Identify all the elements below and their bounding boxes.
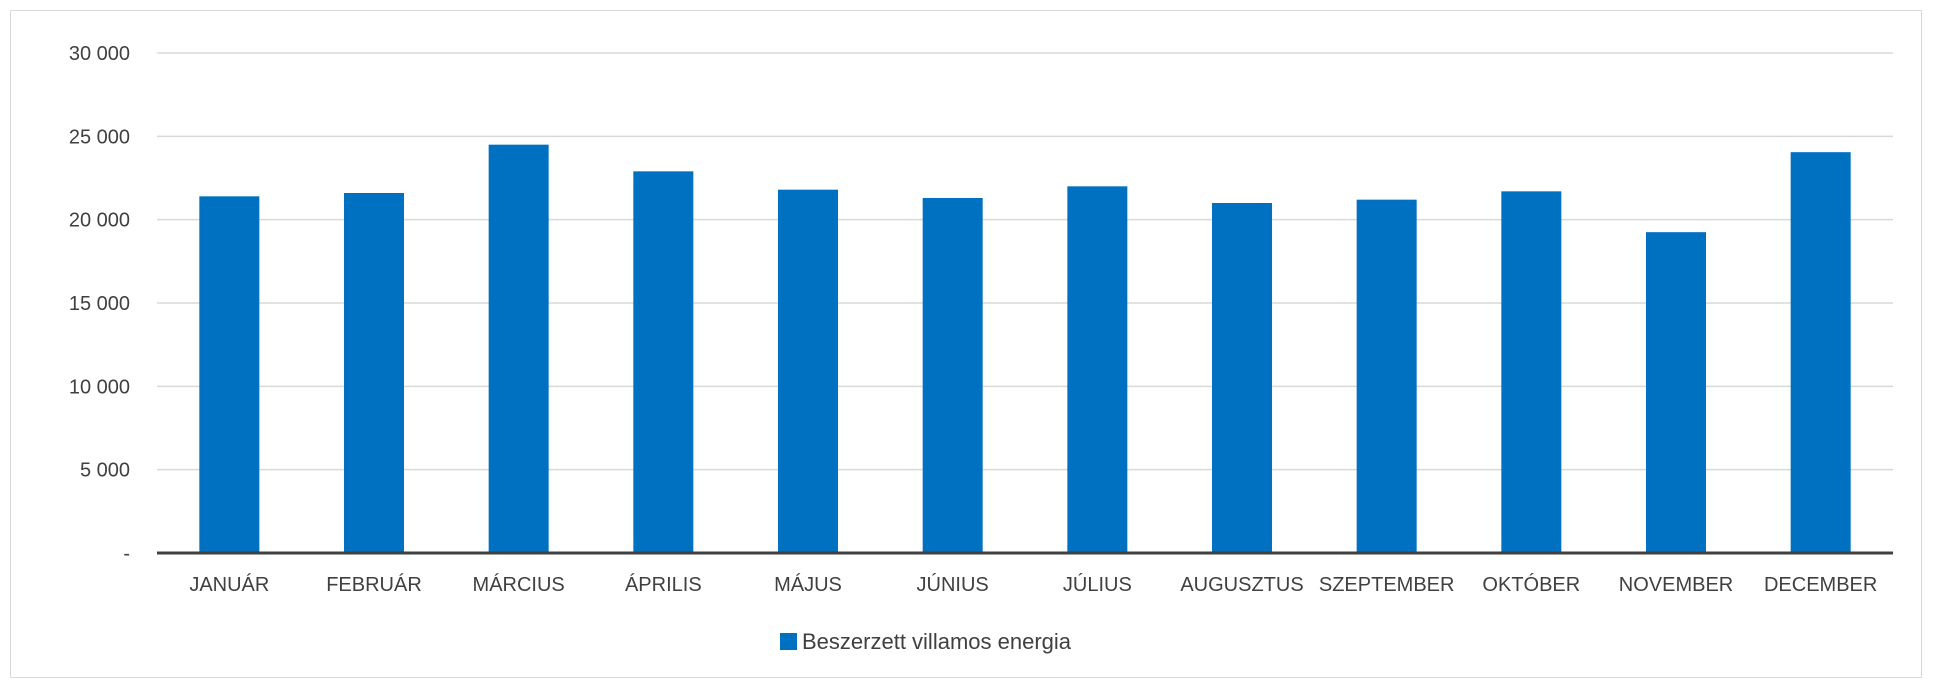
bar [1501, 191, 1562, 554]
y-tick-label: 20 000 [69, 210, 130, 232]
bar [1790, 152, 1851, 553]
y-tick-label: 25 000 [69, 126, 130, 148]
y-axis-ticks: - 5 000 10 000 15 000 20 000 25 000 30 000 [69, 43, 130, 565]
x-axis-ticks: JANUÁR FEBRUÁR MÁRCIUS ÁPRILIS MÁJUS JÚNIUS JÚ… [189, 573, 1877, 596]
bar [344, 193, 404, 553]
legend-label: Beszerzett villamos energia [802, 629, 1072, 654]
x-tick-label: MÁRCIUS [473, 573, 565, 596]
x-tick-label: AUGUSZTUS [1180, 574, 1303, 596]
x-tick-label: DECEMBER [1764, 574, 1877, 596]
y-tick-label: 30 000 [69, 43, 130, 65]
bars [199, 144, 1851, 554]
x-tick-label: ÁPRILIS [625, 573, 702, 596]
x-tick-label: NOVEMBER [1619, 574, 1733, 596]
y-tick-label: 5 000 [80, 460, 130, 482]
y-tick-label: 10 000 [69, 376, 130, 398]
x-tick-label: MÁJUS [774, 573, 842, 596]
x-tick-label: JANUÁR [189, 573, 269, 596]
bar [1646, 232, 1706, 553]
gridlines [157, 52, 1893, 471]
x-tick-label: JÚNIUS [917, 573, 989, 596]
legend: Beszerzett villamos energia [780, 629, 1072, 654]
bar [488, 144, 549, 553]
x-tick-label: SZEPTEMBER [1319, 574, 1455, 596]
y-tick-label: - [123, 543, 130, 565]
bar [778, 189, 838, 553]
bar [1212, 203, 1272, 553]
bar [922, 198, 983, 553]
legend-swatch [780, 633, 797, 650]
bar [633, 171, 694, 554]
x-tick-label: JÚLIUS [1063, 573, 1132, 596]
y-tick-label: 15 000 [69, 293, 130, 315]
bar [199, 196, 260, 554]
x-tick-label: FEBRUÁR [326, 573, 422, 596]
x-tick-label: OKTÓBER [1482, 573, 1580, 596]
bar [1067, 186, 1128, 554]
bar [1356, 199, 1417, 553]
